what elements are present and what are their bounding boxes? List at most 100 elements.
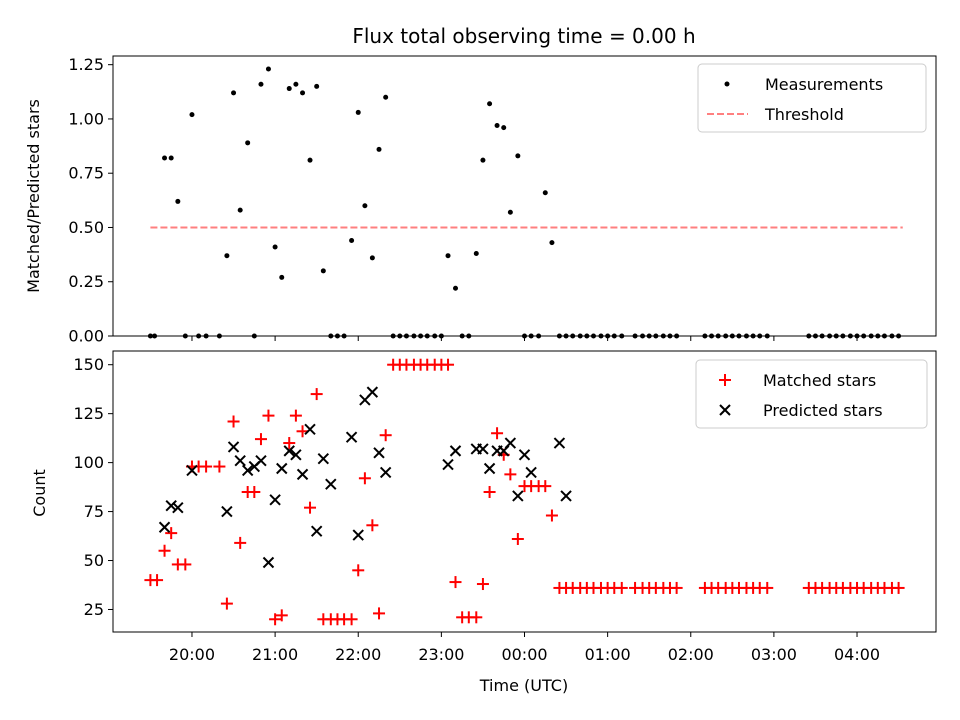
top-y-axis-label: Matched/Predicted stars xyxy=(24,99,43,293)
y-tick-label: 1.00 xyxy=(68,109,104,128)
measurement-point xyxy=(355,109,361,115)
x-tick-label: 02:00 xyxy=(668,645,714,664)
matched-star-point xyxy=(289,409,302,422)
predicted-star-point xyxy=(373,447,385,459)
matched-star-point xyxy=(504,468,517,481)
predicted-star-point xyxy=(269,494,281,506)
y-tick-label: 25 xyxy=(84,600,104,619)
predicted-star-point xyxy=(379,466,392,479)
measurement-point xyxy=(473,251,479,257)
matched-star-point xyxy=(304,501,317,514)
chart-title: Flux total observing time = 0.00 h xyxy=(352,24,695,48)
predicted-star-point xyxy=(504,437,517,449)
predicted-star-point xyxy=(262,556,275,569)
measurement-point xyxy=(369,255,375,261)
x-tick-label: 22:00 xyxy=(335,645,381,664)
bottom-y-ticks: 25 50 75 100 125 150 xyxy=(73,355,113,619)
predicted-star-point xyxy=(296,468,309,481)
matched-star-point xyxy=(470,611,483,624)
predicted-star-point xyxy=(442,458,454,471)
ratio-panel: Matched/Predicted stars 0.00 0.25 0.50 0.75… xyxy=(24,55,937,346)
measurement-point xyxy=(487,101,493,107)
predicted-star-point xyxy=(186,464,198,477)
measurement-point xyxy=(300,90,306,96)
predicted-star-point xyxy=(221,505,233,518)
measurement-point xyxy=(320,268,326,274)
predicted-star-point xyxy=(241,464,254,477)
bottom-axes-frame xyxy=(112,350,937,633)
matched-star-point xyxy=(283,437,296,450)
matched-star-point xyxy=(179,558,192,571)
y-tick-label: 0.50 xyxy=(68,218,104,237)
y-tick-label: 0.00 xyxy=(68,327,104,346)
measurement-point xyxy=(175,198,181,204)
legend-measurements-marker xyxy=(724,81,730,87)
measurement-point xyxy=(224,253,230,259)
counts-panel: Count 25 50 75 100 125 150 20:00 21:00 22:00 23:… xyxy=(30,350,937,664)
predicted-star-point xyxy=(553,437,566,449)
y-tick-label: 50 xyxy=(84,551,104,570)
measurement-point xyxy=(245,140,251,146)
predicted-star-point xyxy=(234,454,246,467)
legend-measurements-label: Measurements xyxy=(765,75,883,94)
measurement-point xyxy=(383,94,389,100)
legend-matched-marker xyxy=(719,374,731,386)
matched-star-point xyxy=(476,578,489,591)
predicted-star-point xyxy=(290,449,302,461)
matched-star-point xyxy=(158,544,171,557)
matched-star-point xyxy=(366,519,379,532)
predicted-star-point xyxy=(276,462,288,475)
measurement-point xyxy=(445,253,451,259)
predicted-star-point xyxy=(560,490,572,502)
measurement-point xyxy=(480,157,486,163)
predicted-star-point xyxy=(317,452,330,465)
measurement-point xyxy=(542,190,548,196)
matched-star-point xyxy=(269,613,282,626)
matched-star-point xyxy=(220,597,233,610)
measurement-point xyxy=(293,81,299,87)
matched-star-point xyxy=(449,576,462,589)
x-tick-label: 04:00 xyxy=(834,645,880,664)
y-tick-label: 75 xyxy=(84,502,104,521)
top-legend-box xyxy=(697,63,927,133)
x-tick-label: 23:00 xyxy=(418,645,464,664)
y-tick-label: 150 xyxy=(73,355,104,374)
y-tick-label: 100 xyxy=(73,453,104,472)
measurement-point xyxy=(286,86,292,92)
predicted-star-point xyxy=(477,443,489,455)
measurement-point xyxy=(494,122,500,128)
matched-star-point xyxy=(352,564,365,577)
x-tick-label: 01:00 xyxy=(585,645,631,664)
predicted-star-point xyxy=(449,445,462,457)
predicted-star-point xyxy=(255,454,267,467)
matched-star-point xyxy=(200,460,213,473)
measurement-point xyxy=(376,146,382,152)
matched-star-point xyxy=(165,527,178,540)
measurement-point xyxy=(162,155,168,161)
predicted-star-point xyxy=(483,462,496,475)
matched-star-point xyxy=(345,613,358,626)
matched-star-point xyxy=(545,509,558,522)
predicted-star-point xyxy=(227,441,240,453)
matched-star-point xyxy=(296,425,309,438)
measurement-point xyxy=(258,81,264,87)
predicted-star-point xyxy=(512,490,524,502)
predicted-star-point xyxy=(165,499,177,512)
measurement-point xyxy=(314,83,320,89)
bottom-legend: Matched stars Predicted stars xyxy=(695,359,928,429)
matched-star-point xyxy=(379,429,392,442)
matched-star-point xyxy=(539,480,552,493)
predicted-star-point xyxy=(352,529,364,541)
measurement-point xyxy=(168,155,174,161)
x-tick-label: 20:00 xyxy=(169,645,215,664)
matched-star-point xyxy=(234,536,247,549)
measurement-point xyxy=(189,112,195,118)
measurement-point xyxy=(549,240,555,246)
matched-star-point xyxy=(670,581,683,594)
measurement-point xyxy=(453,285,459,291)
matched-star-point xyxy=(442,358,455,371)
predicted-star-point xyxy=(158,521,171,533)
top-y-ticks: 0.00 0.25 0.50 0.75 1.00 1.25 xyxy=(68,55,113,346)
measurement-point xyxy=(265,66,271,72)
matched-star-point xyxy=(227,415,240,428)
